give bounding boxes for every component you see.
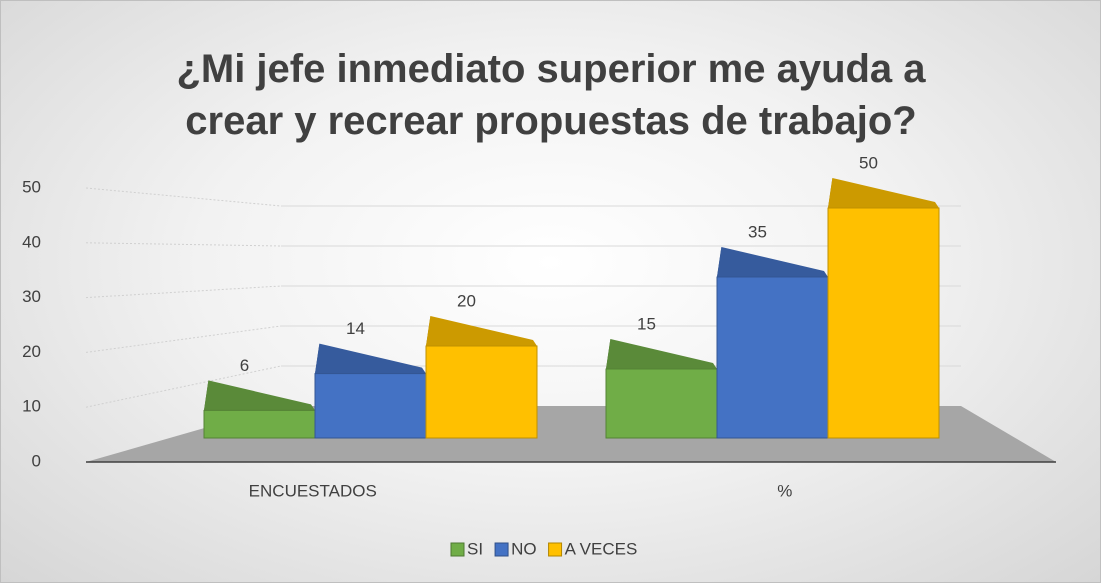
data-label: 35 [748, 222, 767, 241]
bar [425, 345, 538, 439]
data-label: 6 [240, 356, 249, 375]
legend-label: A VECES [565, 539, 638, 558]
grid-line [85, 242, 282, 247]
data-label: 20 [457, 291, 476, 310]
bar [314, 373, 427, 439]
legend-swatch [494, 542, 509, 557]
bar-top [426, 316, 537, 346]
bar-top [606, 339, 717, 369]
grid-line [85, 365, 282, 408]
bar-top [315, 343, 426, 374]
grid-line [85, 187, 282, 207]
bar-top [204, 380, 315, 411]
bar-top [828, 178, 939, 208]
y-tick-label: 10 [22, 397, 41, 416]
x-tick-label: ENCUESTADOS [249, 481, 377, 500]
y-tick-label: 0 [32, 451, 41, 470]
chart-title: ¿Mi jefe inmediato superior me ayuda a c… [176, 47, 926, 143]
grid-line [85, 325, 282, 353]
grid-line [85, 285, 282, 299]
legend-swatch [450, 542, 465, 557]
data-label: 50 [859, 153, 878, 172]
legend-label: NO [511, 539, 537, 558]
x-tick-label: % [777, 481, 792, 500]
bar [203, 409, 316, 439]
y-tick-label: 50 [22, 177, 41, 196]
legend-swatch [548, 542, 563, 557]
y-tick-label: 20 [22, 342, 41, 361]
data-label: 14 [346, 319, 365, 338]
bar [827, 207, 940, 439]
y-tick-label: 30 [22, 287, 41, 306]
bar [605, 368, 718, 439]
bar [716, 276, 829, 439]
data-label: 15 [637, 314, 656, 333]
bar-top [717, 247, 828, 277]
y-tick-label: 40 [22, 232, 41, 251]
legend-label: SI [467, 539, 483, 558]
